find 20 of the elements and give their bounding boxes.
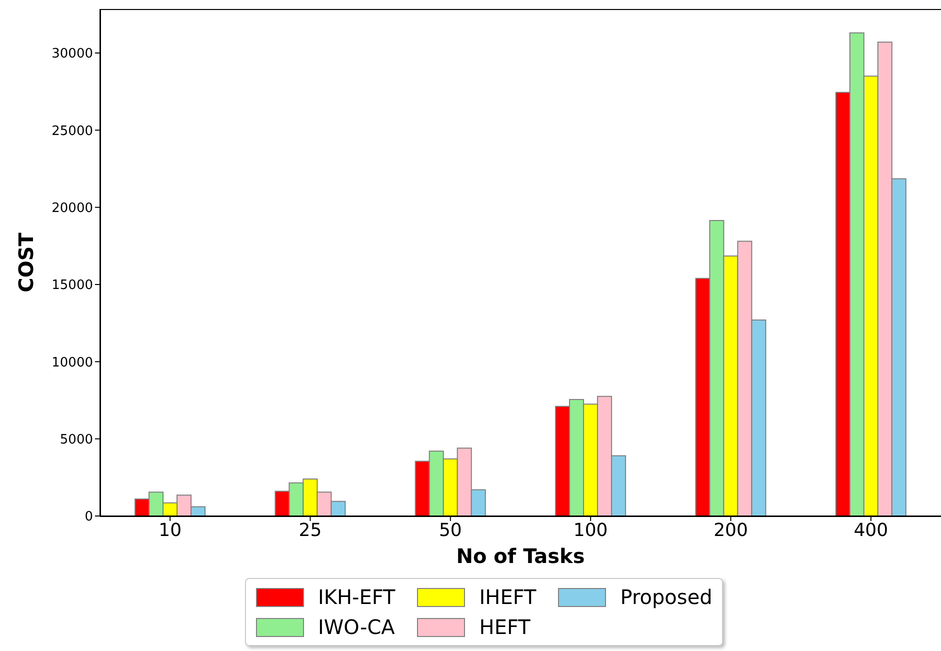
y-axis-title: COST (14, 232, 38, 292)
x-tick-label: 400 (854, 520, 888, 541)
y-tick-label: 10000 (52, 355, 93, 370)
x-tick-label: 25 (298, 520, 322, 541)
y-tick-label: 5000 (60, 432, 93, 448)
x-axis-title: No of Tasks (456, 544, 585, 568)
y-tick-label: 15000 (52, 278, 93, 294)
legend-label: IWO-CA (318, 615, 395, 639)
x-tick-label: 100 (573, 520, 608, 541)
y-tick-label: 30000 (52, 46, 93, 62)
x-tick-label: 200 (714, 520, 748, 541)
x-tick-label: 50 (438, 520, 462, 541)
legend-label: IHEFT (479, 585, 536, 609)
x-tick-label: 10 (158, 520, 182, 541)
y-tick-label: 20000 (52, 200, 93, 216)
legend-label: HEFT (479, 615, 530, 639)
y-tick-label: 0 (84, 510, 93, 525)
y-tick-label: 25000 (52, 124, 93, 139)
legend-label: Proposed (620, 585, 712, 609)
legend-label: IKH-EFT (318, 585, 396, 609)
